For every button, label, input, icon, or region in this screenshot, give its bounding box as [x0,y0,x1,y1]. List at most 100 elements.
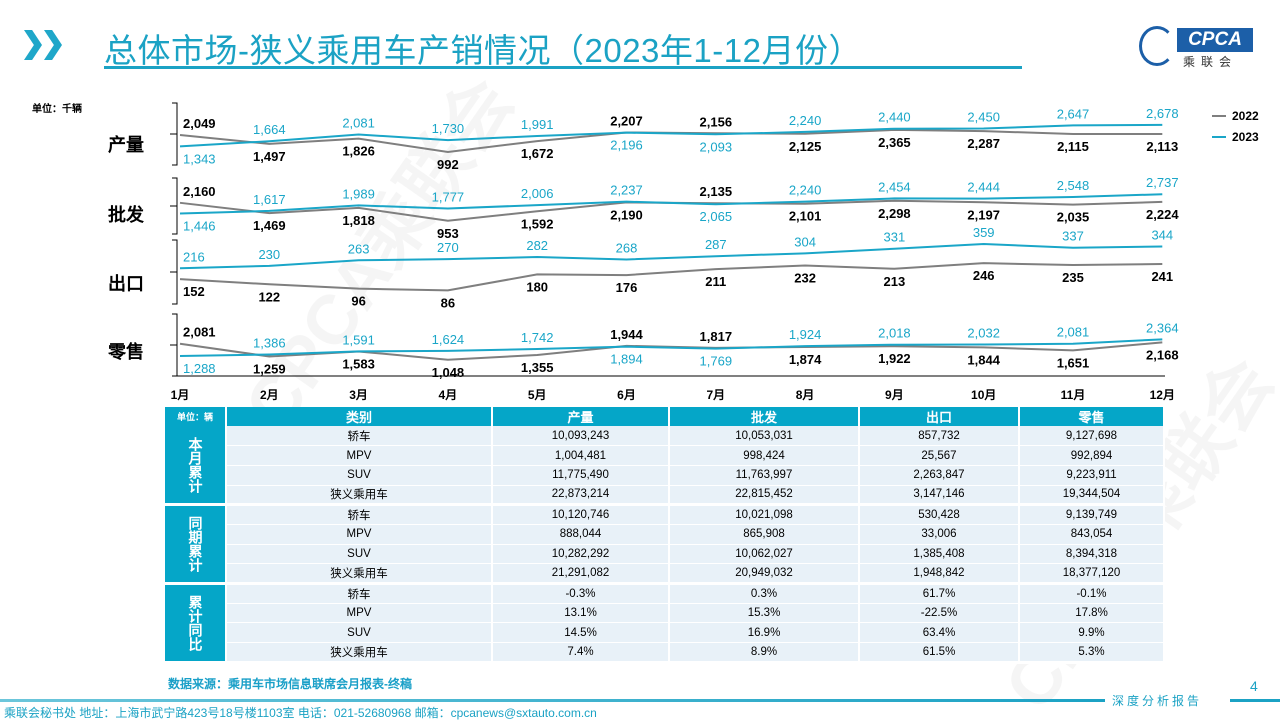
data-label: 211 [705,274,726,289]
footer-address: 乘联会秘书处 地址：上海市武宁路423号18号楼1103室 电话：021-526… [4,706,597,720]
data-source: 数据来源：乘用车市场信息联席会月报表-终稿 [168,677,412,691]
table-row: SUV 11,775,490 11,763,997 2,263,847 9,223,91… [165,465,1165,486]
data-label: 176 [616,280,638,295]
table-row: SUV 14.5% 16.9% 63.4% 9.9% [165,622,1165,644]
data-label: 1,386 [253,336,286,351]
data-label: 86 [441,295,455,310]
data-label: 953 [437,226,459,241]
data-label: 2,093 [700,139,733,154]
header-export: 出口 [859,407,1020,426]
data-label: 2,450 [967,110,1000,125]
value-cell: 0.3% [669,583,860,604]
data-label: 1,730 [432,121,465,136]
data-label: 2,287 [967,136,1000,151]
category-cell: SUV [226,465,493,486]
data-label: 2,240 [789,113,822,128]
data-label: 2,240 [789,183,822,198]
data-label: 230 [258,247,280,262]
data-label: 270 [437,240,459,255]
data-label: 216 [183,249,205,264]
x-tick-label: 4月 [439,388,458,402]
data-label: 1,844 [967,352,1000,367]
data-label: 2,207 [610,113,643,128]
data-label: 2,065 [700,209,733,224]
data-label: 2,156 [700,114,733,129]
value-cell: 16.9% [669,622,860,644]
data-label: 1,651 [1057,355,1090,370]
data-label: 2,364 [1146,320,1179,335]
data-label: 263 [348,241,370,256]
value-cell: 17.8% [1019,603,1165,624]
value-cell: 10,120,746 [492,504,670,525]
logo-subtext: 乘联会 [1183,55,1238,69]
data-label: 1,617 [253,192,286,207]
x-tick-label: 6月 [617,388,636,402]
data-label: 2,454 [878,179,911,194]
data-label: 1,742 [521,330,554,345]
data-label: 122 [258,289,280,304]
panel-label-retail: 零售 [108,342,144,362]
table-row: SUV 10,282,292 10,062,027 1,385,408 8,394,31… [165,544,1165,565]
table-row: 累计同比 轿车 -0.3% 0.3% 61.7% -0.1% [165,583,1165,664]
x-tick-label: 12月 [1150,388,1175,402]
data-label: 2,197 [967,207,1000,222]
data-label: 1,583 [342,356,375,371]
value-cell: 857,732 [859,426,1020,447]
data-label: 1,288 [183,361,216,376]
data-label: 2,737 [1146,175,1179,190]
value-cell: 22,815,452 [669,485,860,507]
x-tick-label: 8月 [796,388,815,402]
legend-label-2022: 2022 [1232,109,1259,123]
x-tick-label: 10月 [971,388,996,402]
x-tick-label: 5月 [528,388,547,402]
group-label: 累计同比 [165,583,227,664]
data-label: 1,991 [521,117,554,132]
data-label: 2,196 [610,138,643,153]
table-unit: 单位：辆 [165,407,227,426]
value-cell: 9,139,749 [1019,504,1165,525]
footer-divider [1230,699,1280,702]
category-cell: 狭义乘用车 [226,642,493,664]
data-label: 1,664 [253,122,286,137]
footer-divider [0,699,1105,702]
table-row: 狭义乘用车 22,873,214 22,815,452 3,147,146 19,344… [165,485,1165,507]
data-label: 2,190 [610,207,643,222]
data-label: 1,469 [253,218,286,233]
line-零售-2023 [179,338,1163,358]
value-cell: 61.5% [859,642,1020,664]
data-label: 2,135 [700,184,733,199]
data-label: 2,032 [967,326,1000,341]
data-label: 337 [1062,229,1084,244]
data-label: 992 [437,157,459,172]
table-row: 狭义乘用车 21,291,082 20,949,032 1,948,842 18,377… [165,563,1165,585]
title-underline [104,66,1022,69]
panel-label-wholesale: 批发 [108,205,144,225]
data-label: 2,081 [342,115,375,130]
group-label: 同期累计 [165,504,227,585]
page-number: 4 [1250,678,1258,694]
value-cell: 8.9% [669,642,860,664]
table-row: 同期累计 轿车 10,120,746 10,021,098 530,428 9,139,7… [165,504,1165,585]
value-cell: 13.1% [492,603,670,624]
chevron-icon [24,30,62,60]
data-label: 304 [794,234,816,249]
data-label: 1,818 [342,213,375,228]
value-cell: -22.5% [859,603,1020,624]
category-cell: 狭义乘用车 [226,563,493,585]
legend-2022: 2022 [1212,109,1259,123]
data-label: 359 [973,225,995,240]
data-label: 1,894 [610,352,643,367]
panel-label-production: 产量 [108,135,144,155]
page-title: 总体市场-狭义乘用车产销情况（2023年1-12月份） [104,32,862,69]
line-出口-2023 [179,242,1163,270]
data-label: 1,924 [789,327,822,342]
data-label: 2,049 [183,116,216,131]
value-cell: 10,053,031 [669,426,860,447]
data-label: 2,237 [610,183,643,198]
value-cell: 61.7% [859,583,1020,604]
group-label: 本月累计 [165,426,227,507]
data-label: 2,081 [183,325,216,340]
data-label: 246 [973,268,995,283]
data-label: 241 [1151,269,1173,284]
data-label: 1,989 [342,186,375,201]
